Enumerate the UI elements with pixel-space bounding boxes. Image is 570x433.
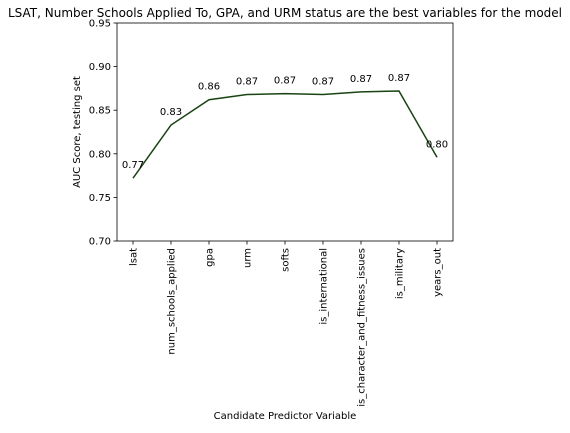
x-axis: lsat num_schools_applied gpa urm softs is_int… (129, 241, 444, 407)
data-label: 0.87 (274, 76, 296, 87)
data-label: 0.77 (122, 160, 144, 171)
y-tick-label: 0.85 (89, 106, 111, 117)
y-tick-label: 0.95 (89, 19, 111, 30)
x-tick-label-softs: softs (281, 248, 292, 272)
y-axis-label: AUC Score, testing set (72, 76, 83, 188)
x-tick-label-is-international: is_international (319, 248, 330, 325)
data-label: 0.87 (350, 74, 372, 85)
y-axis: 0.70 0.75 0.80 0.85 0.90 0.95 (89, 19, 117, 248)
series-line-auc (132, 90, 438, 179)
x-tick-label-is-military: is_military (395, 248, 406, 299)
y-tick-label: 0.80 (89, 149, 111, 160)
x-tick-label-lsat: lsat (129, 248, 140, 266)
x-tick-label-years-out: years_out (433, 248, 444, 297)
x-tick-label-num-schools-applied: num_schools_applied (167, 248, 178, 355)
data-label: 0.87 (312, 77, 334, 88)
x-tick-label-gpa: gpa (205, 248, 216, 267)
x-tick-label-is-character-and-fitness-issues: is_character_and_fitness_issues (357, 248, 368, 407)
x-axis-label: Candidate Predictor Variable (214, 411, 357, 422)
data-label: 0.87 (388, 73, 410, 84)
chart-title: LSAT, Number Schools Applied To, GPA, an… (8, 6, 562, 20)
y-tick-label: 0.70 (89, 237, 111, 248)
plot-area-frame (116, 22, 454, 242)
data-label: 0.87 (236, 77, 258, 88)
x-tick-label-urm: urm (243, 248, 254, 268)
y-tick-label: 0.75 (89, 193, 111, 204)
data-label: 0.86 (198, 82, 220, 93)
data-label: 0.83 (160, 107, 182, 118)
data-labels: 0.77 0.83 0.86 0.87 0.87 0.87 0.87 0.87 0.80 (122, 73, 448, 171)
data-label: 0.80 (426, 139, 448, 150)
y-tick-label: 0.90 (89, 62, 111, 73)
